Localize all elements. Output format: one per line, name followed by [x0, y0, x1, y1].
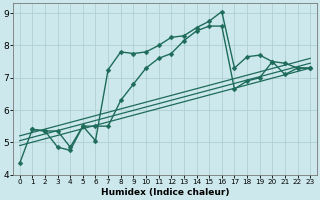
X-axis label: Humidex (Indice chaleur): Humidex (Indice chaleur): [101, 188, 229, 197]
